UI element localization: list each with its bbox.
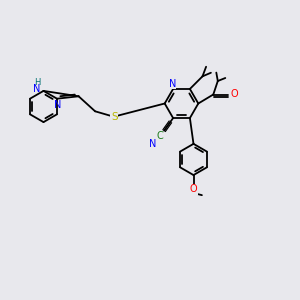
Text: O: O: [190, 184, 197, 194]
Text: O: O: [230, 89, 238, 99]
Text: N: N: [149, 139, 156, 149]
Text: S: S: [111, 112, 118, 122]
Text: N: N: [33, 84, 40, 94]
Text: H: H: [34, 78, 40, 87]
Text: N: N: [169, 79, 176, 88]
Text: N: N: [54, 100, 61, 110]
Text: C: C: [156, 131, 163, 141]
